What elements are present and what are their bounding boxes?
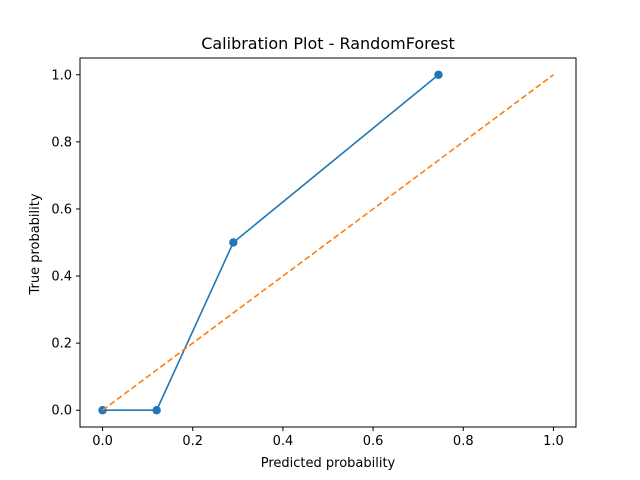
x-tick-label-0: 0.0 — [92, 434, 113, 449]
axes-frame — [79, 57, 577, 428]
y-axis-label: True probability — [28, 193, 43, 295]
x-tick-label-3: 0.6 — [363, 434, 384, 449]
x-tick-label-4: 0.8 — [453, 434, 474, 449]
series-0-point-3 — [434, 70, 443, 79]
series-0-point-1 — [152, 406, 161, 415]
series-0-line — [102, 74, 439, 412]
x-tick-label-2: 0.4 — [273, 434, 294, 449]
y-tick-label-3: 0.6 — [51, 202, 72, 217]
y-tick-label-5: 1.0 — [51, 68, 72, 83]
y-tick-label-2: 0.4 — [51, 270, 72, 285]
y-tick-label-4: 0.8 — [51, 135, 72, 150]
plot-area: 0.0 0.2 0.4 0.6 0.8 1.0 0.0 0.2 0.4 0.6 0.8 1.0 — [51, 57, 577, 449]
x-tick-label-5: 1.0 — [543, 434, 564, 449]
x-axis-label: Predicted probability — [261, 456, 396, 471]
y-tick-label-0: 0.0 — [51, 404, 72, 419]
series-1-line — [102, 74, 554, 411]
x-tick-label-1: 0.2 — [182, 434, 203, 449]
chart-title: Calibration Plot - RandomForest — [201, 34, 455, 53]
y-tick-label-1: 0.2 — [51, 337, 72, 352]
series-0-point-2 — [229, 238, 238, 247]
